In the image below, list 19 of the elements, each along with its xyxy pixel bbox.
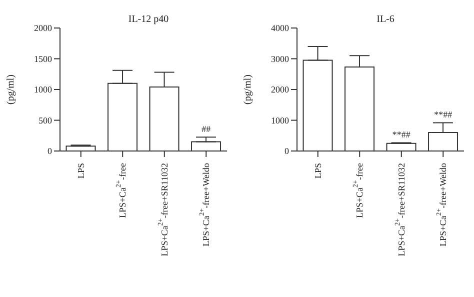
y-axis-title: (pg/ml) — [242, 74, 254, 104]
y-axis-title: (pg/ml) — [6, 74, 17, 104]
x-tick-label: LPS — [76, 163, 86, 179]
annotation: **## — [392, 130, 411, 140]
y-tick-label: 0 — [284, 146, 290, 156]
y-tick-label: 1000 — [271, 115, 290, 126]
chart-title: IL-6 — [376, 14, 396, 25]
annotation: **## — [434, 110, 453, 120]
y-tick-label: 2000 — [34, 23, 52, 34]
y-tick-label: 1000 — [34, 84, 52, 95]
y-tick-label: 4000 — [271, 23, 290, 34]
y-tick-label: 3000 — [271, 54, 290, 64]
annotation: ## — [202, 124, 212, 134]
x-tick-label: LPS — [312, 163, 323, 179]
y-tick-label: 0 — [48, 146, 52, 156]
y-tick-label: 500 — [38, 115, 52, 126]
y-tick-label: 2000 — [271, 84, 290, 95]
y-tick-label: 1500 — [34, 54, 52, 64]
chart-title: IL-12 p40 — [127, 14, 170, 25]
